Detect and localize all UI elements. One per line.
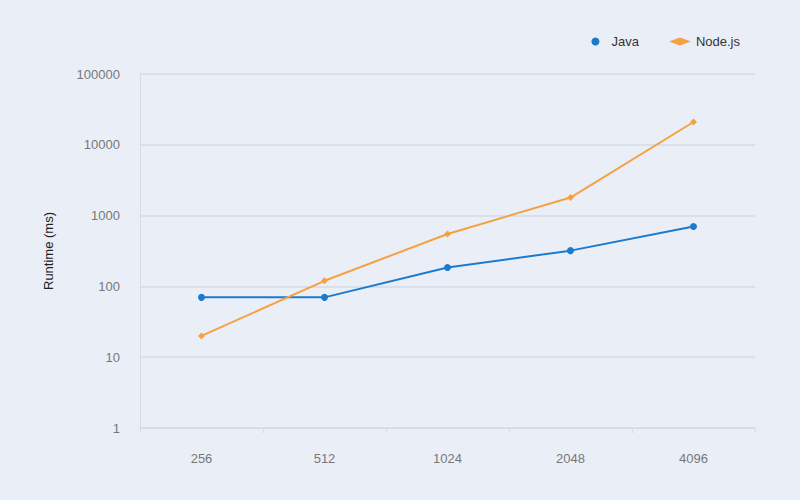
svg-text:100000: 100000 xyxy=(77,67,120,82)
svg-text:4096: 4096 xyxy=(679,451,708,466)
svg-text:Node.js: Node.js xyxy=(696,34,741,49)
svg-text:2048: 2048 xyxy=(556,451,585,466)
svg-text:1024: 1024 xyxy=(433,451,462,466)
svg-text:10: 10 xyxy=(106,350,120,365)
svg-text:512: 512 xyxy=(314,451,336,466)
svg-text:256: 256 xyxy=(191,451,213,466)
svg-text:10000: 10000 xyxy=(84,137,120,152)
svg-text:100: 100 xyxy=(98,279,120,294)
svg-text:1000: 1000 xyxy=(91,208,120,223)
svg-text:Runtime (ms): Runtime (ms) xyxy=(41,212,56,290)
svg-text:Java: Java xyxy=(611,34,639,49)
svg-text:1: 1 xyxy=(113,421,120,436)
